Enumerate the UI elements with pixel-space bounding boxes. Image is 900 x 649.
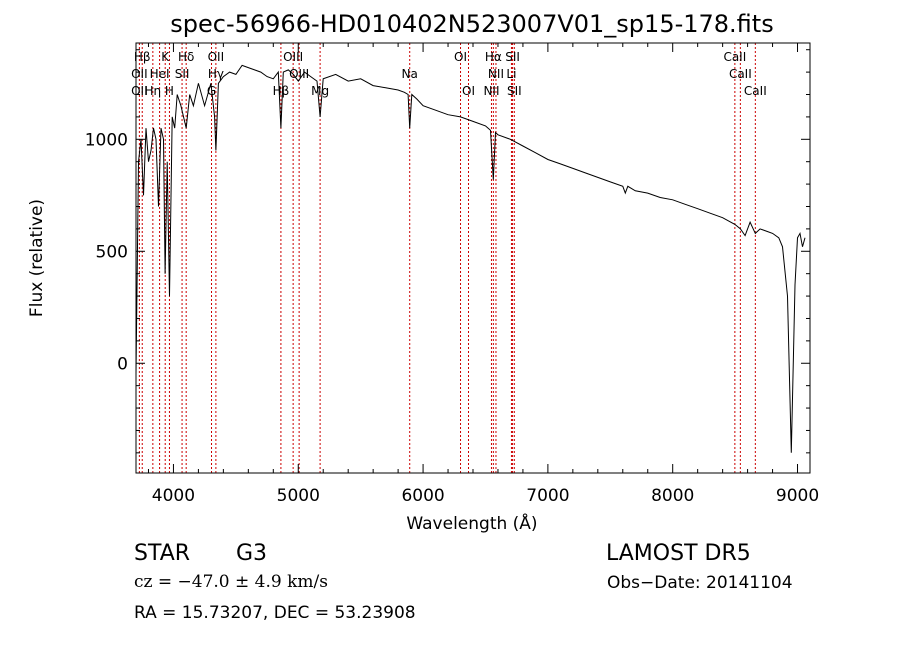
line-marker-label: OII xyxy=(208,50,225,64)
line-marker-label: H xyxy=(165,84,174,98)
line-marker-label: SII xyxy=(507,84,522,98)
x-axis-ticks: 4000 5000 6000 7000 8000 9000 xyxy=(147,43,819,506)
line-marker-label: OIII xyxy=(289,67,309,81)
y-tick-label: 1000 xyxy=(85,130,128,150)
x-tick-label: 9000 xyxy=(776,486,819,506)
spectral-subclass: G3 xyxy=(236,541,268,566)
x-tick-label: 8000 xyxy=(651,486,694,506)
line-marker-label: SII xyxy=(505,50,520,64)
line-marker-label: CaII xyxy=(744,84,767,98)
line-marker-label: CaII xyxy=(729,67,752,81)
object-class: STAR xyxy=(134,541,191,566)
y-tick-label: 0 xyxy=(117,354,128,374)
chart-title: spec-56966-HD010402N523007V01_sp15-178.f… xyxy=(170,10,773,38)
y-axis-ticks: 0 500 1000 xyxy=(85,49,810,454)
line-marker-label: OI xyxy=(454,50,467,64)
line-marker-label: Mg xyxy=(311,84,329,98)
x-axis-label: Wavelength (Å) xyxy=(406,512,537,534)
line-marker-label: Hη xyxy=(145,84,162,98)
line-marker-label: Hα xyxy=(485,50,502,64)
line-marker-label: OII xyxy=(131,67,148,81)
line-marker-label: OIII xyxy=(283,50,303,64)
survey-name: LAMOST DR5 xyxy=(606,541,751,566)
line-marker-label: Hβ xyxy=(273,84,290,98)
redshift-text: cz = −47.0 ± 4.9 km/s xyxy=(134,572,328,592)
plot-frame xyxy=(135,42,811,474)
line-marker-label: NII xyxy=(483,84,499,98)
spectrum-line xyxy=(135,64,806,453)
x-tick-label: 6000 xyxy=(401,486,444,506)
line-marker-label: Na xyxy=(402,67,418,81)
line-markers xyxy=(138,43,756,473)
y-tick-label: 500 xyxy=(96,242,128,262)
line-marker-label: Hδ xyxy=(178,50,194,64)
line-marker-label: CaII xyxy=(723,50,746,64)
y-axis-label: Flux (relative) xyxy=(27,199,47,317)
line-marker-label: K xyxy=(161,50,170,64)
line-marker-label: SII xyxy=(175,67,190,81)
line-marker-label: Hβ xyxy=(134,50,151,64)
x-tick-label: 7000 xyxy=(526,486,569,506)
line-marker-label: Hγ xyxy=(208,67,224,81)
x-tick-label: 5000 xyxy=(277,486,320,506)
line-marker-label: OII xyxy=(131,84,148,98)
line-marker-label: NII xyxy=(488,67,504,81)
line-marker-label: Li xyxy=(506,67,516,81)
x-tick-label: 4000 xyxy=(152,486,195,506)
obs-date: Obs−Date: 20141104 xyxy=(607,573,793,593)
coordinates: RA = 15.73207, DEC = 53.23908 xyxy=(134,603,416,623)
line-marker-label: HeI xyxy=(150,67,170,81)
line-marker-label: OI xyxy=(462,84,475,98)
